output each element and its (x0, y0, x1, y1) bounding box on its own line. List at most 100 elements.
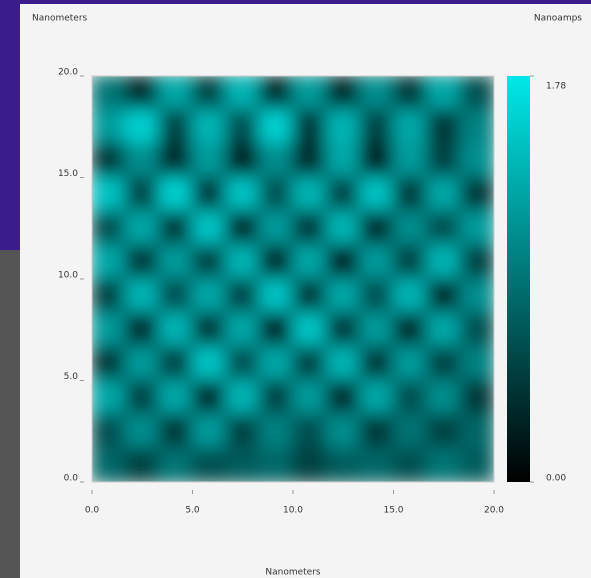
heatmap-cell (325, 278, 361, 314)
heatmap-cell (392, 413, 428, 450)
heatmap-cell (225, 142, 261, 179)
heatmap-cell (325, 142, 361, 179)
heatmap-cell (292, 447, 328, 482)
heatmap-cell (225, 176, 261, 213)
y-tick-label: 20.0 (58, 68, 78, 78)
heatmap-cell (292, 345, 328, 382)
heatmap-cell (225, 413, 261, 450)
heatmap-cell (459, 108, 494, 145)
heatmap-cell (92, 210, 127, 247)
heatmap-cell (124, 108, 160, 145)
heatmap-cell (392, 108, 428, 145)
heatmap-cell (191, 447, 227, 482)
heatmap-cell (325, 210, 361, 247)
heatmap-cell (292, 176, 328, 213)
heatmap-cell (459, 447, 494, 482)
heatmap-cell (426, 176, 462, 213)
heatmap-cell (292, 210, 328, 247)
heatmap-cell (459, 278, 494, 314)
heatmap-cell (158, 311, 194, 348)
heatmap-cell (459, 176, 494, 213)
x-tick-label: 0.0 (85, 506, 100, 516)
colorbar-tick-label: 0.00 (546, 474, 566, 484)
heatmap-cell (124, 142, 160, 179)
heatmap-cell (258, 311, 294, 348)
heatmap-cell (459, 244, 494, 280)
heatmap-cell (426, 379, 462, 416)
heatmap-cell (92, 311, 127, 348)
heatmap-cell (225, 447, 261, 482)
heatmap-cell (392, 379, 428, 416)
heatmap-cell (392, 345, 428, 382)
plot-frame (91, 75, 495, 483)
heatmap-cell (325, 447, 361, 482)
heatmap-cell (426, 76, 462, 111)
heatmap-cell (258, 413, 294, 450)
x-tick-label: 15.0 (383, 506, 403, 516)
heatmap-cell (292, 142, 328, 179)
heatmap-cell (158, 345, 194, 382)
heatmap-cell (392, 76, 428, 111)
heatmap-cell (359, 379, 395, 416)
heatmap-cell (191, 345, 227, 382)
y-tick-label: 5.0 (64, 372, 79, 382)
heatmap-cell (158, 244, 194, 280)
colorbar-tick-label: 1.78 (546, 82, 566, 92)
x-tick-label: 5.0 (185, 506, 200, 516)
heatmap-cell (325, 413, 361, 450)
heatmap-cell (459, 76, 494, 111)
heatmap-cell (392, 244, 428, 280)
heatmap-cell (158, 76, 194, 111)
heatmap-cell (225, 108, 261, 145)
y-tick-label: 10.0 (58, 271, 78, 281)
heatmap-cell (92, 447, 127, 482)
y-tick-label: 15.0 (58, 169, 78, 179)
heatmap-cell (191, 142, 227, 179)
heatmap-cell (225, 210, 261, 247)
heatmap-cell (392, 142, 428, 179)
heatmap-cell (124, 311, 160, 348)
heatmap-cell (158, 108, 194, 145)
heatmap-cell (426, 311, 462, 348)
heatmap-cell (124, 278, 160, 314)
heatmap-cell (258, 76, 294, 111)
colorbar (507, 76, 530, 482)
heatmap-cell (359, 278, 395, 314)
heatmap-cell (92, 278, 127, 314)
heatmap-cell (359, 413, 395, 450)
heatmap-cell (258, 278, 294, 314)
heatmap-cell (359, 142, 395, 179)
heatmap-cell (158, 142, 194, 179)
x-axis-label: Nanometers (265, 568, 321, 578)
heatmap-cell (325, 244, 361, 280)
heatmap-cell (292, 244, 328, 280)
heatmap-cell (225, 278, 261, 314)
heatmap-cell (359, 176, 395, 213)
heatmap-cell (459, 142, 494, 179)
heatmap-cell (258, 108, 294, 145)
heatmap-cell (292, 413, 328, 450)
heatmap-cell (191, 413, 227, 450)
x-tick-label: 10.0 (283, 506, 303, 516)
heatmap-cell (225, 379, 261, 416)
heatmap-cell (124, 244, 160, 280)
heatmap-cell (225, 244, 261, 280)
heatmap-cell (325, 76, 361, 111)
heatmap-cell (426, 447, 462, 482)
heatmap-cell (292, 311, 328, 348)
y-tick-label: 0.0 (64, 474, 79, 484)
heatmap-cell (258, 345, 294, 382)
heatmap-cell (191, 210, 227, 247)
heatmap-cell (258, 142, 294, 179)
heatmap-cell (258, 176, 294, 213)
heatmap-cell (292, 278, 328, 314)
heatmap-cell (225, 345, 261, 382)
heatmap-cells (92, 76, 494, 482)
heatmap-cell (392, 210, 428, 247)
heatmap-cell (359, 210, 395, 247)
heatmap-cell (325, 311, 361, 348)
heatmap-cell (258, 244, 294, 280)
heatmap-cell (359, 108, 395, 145)
